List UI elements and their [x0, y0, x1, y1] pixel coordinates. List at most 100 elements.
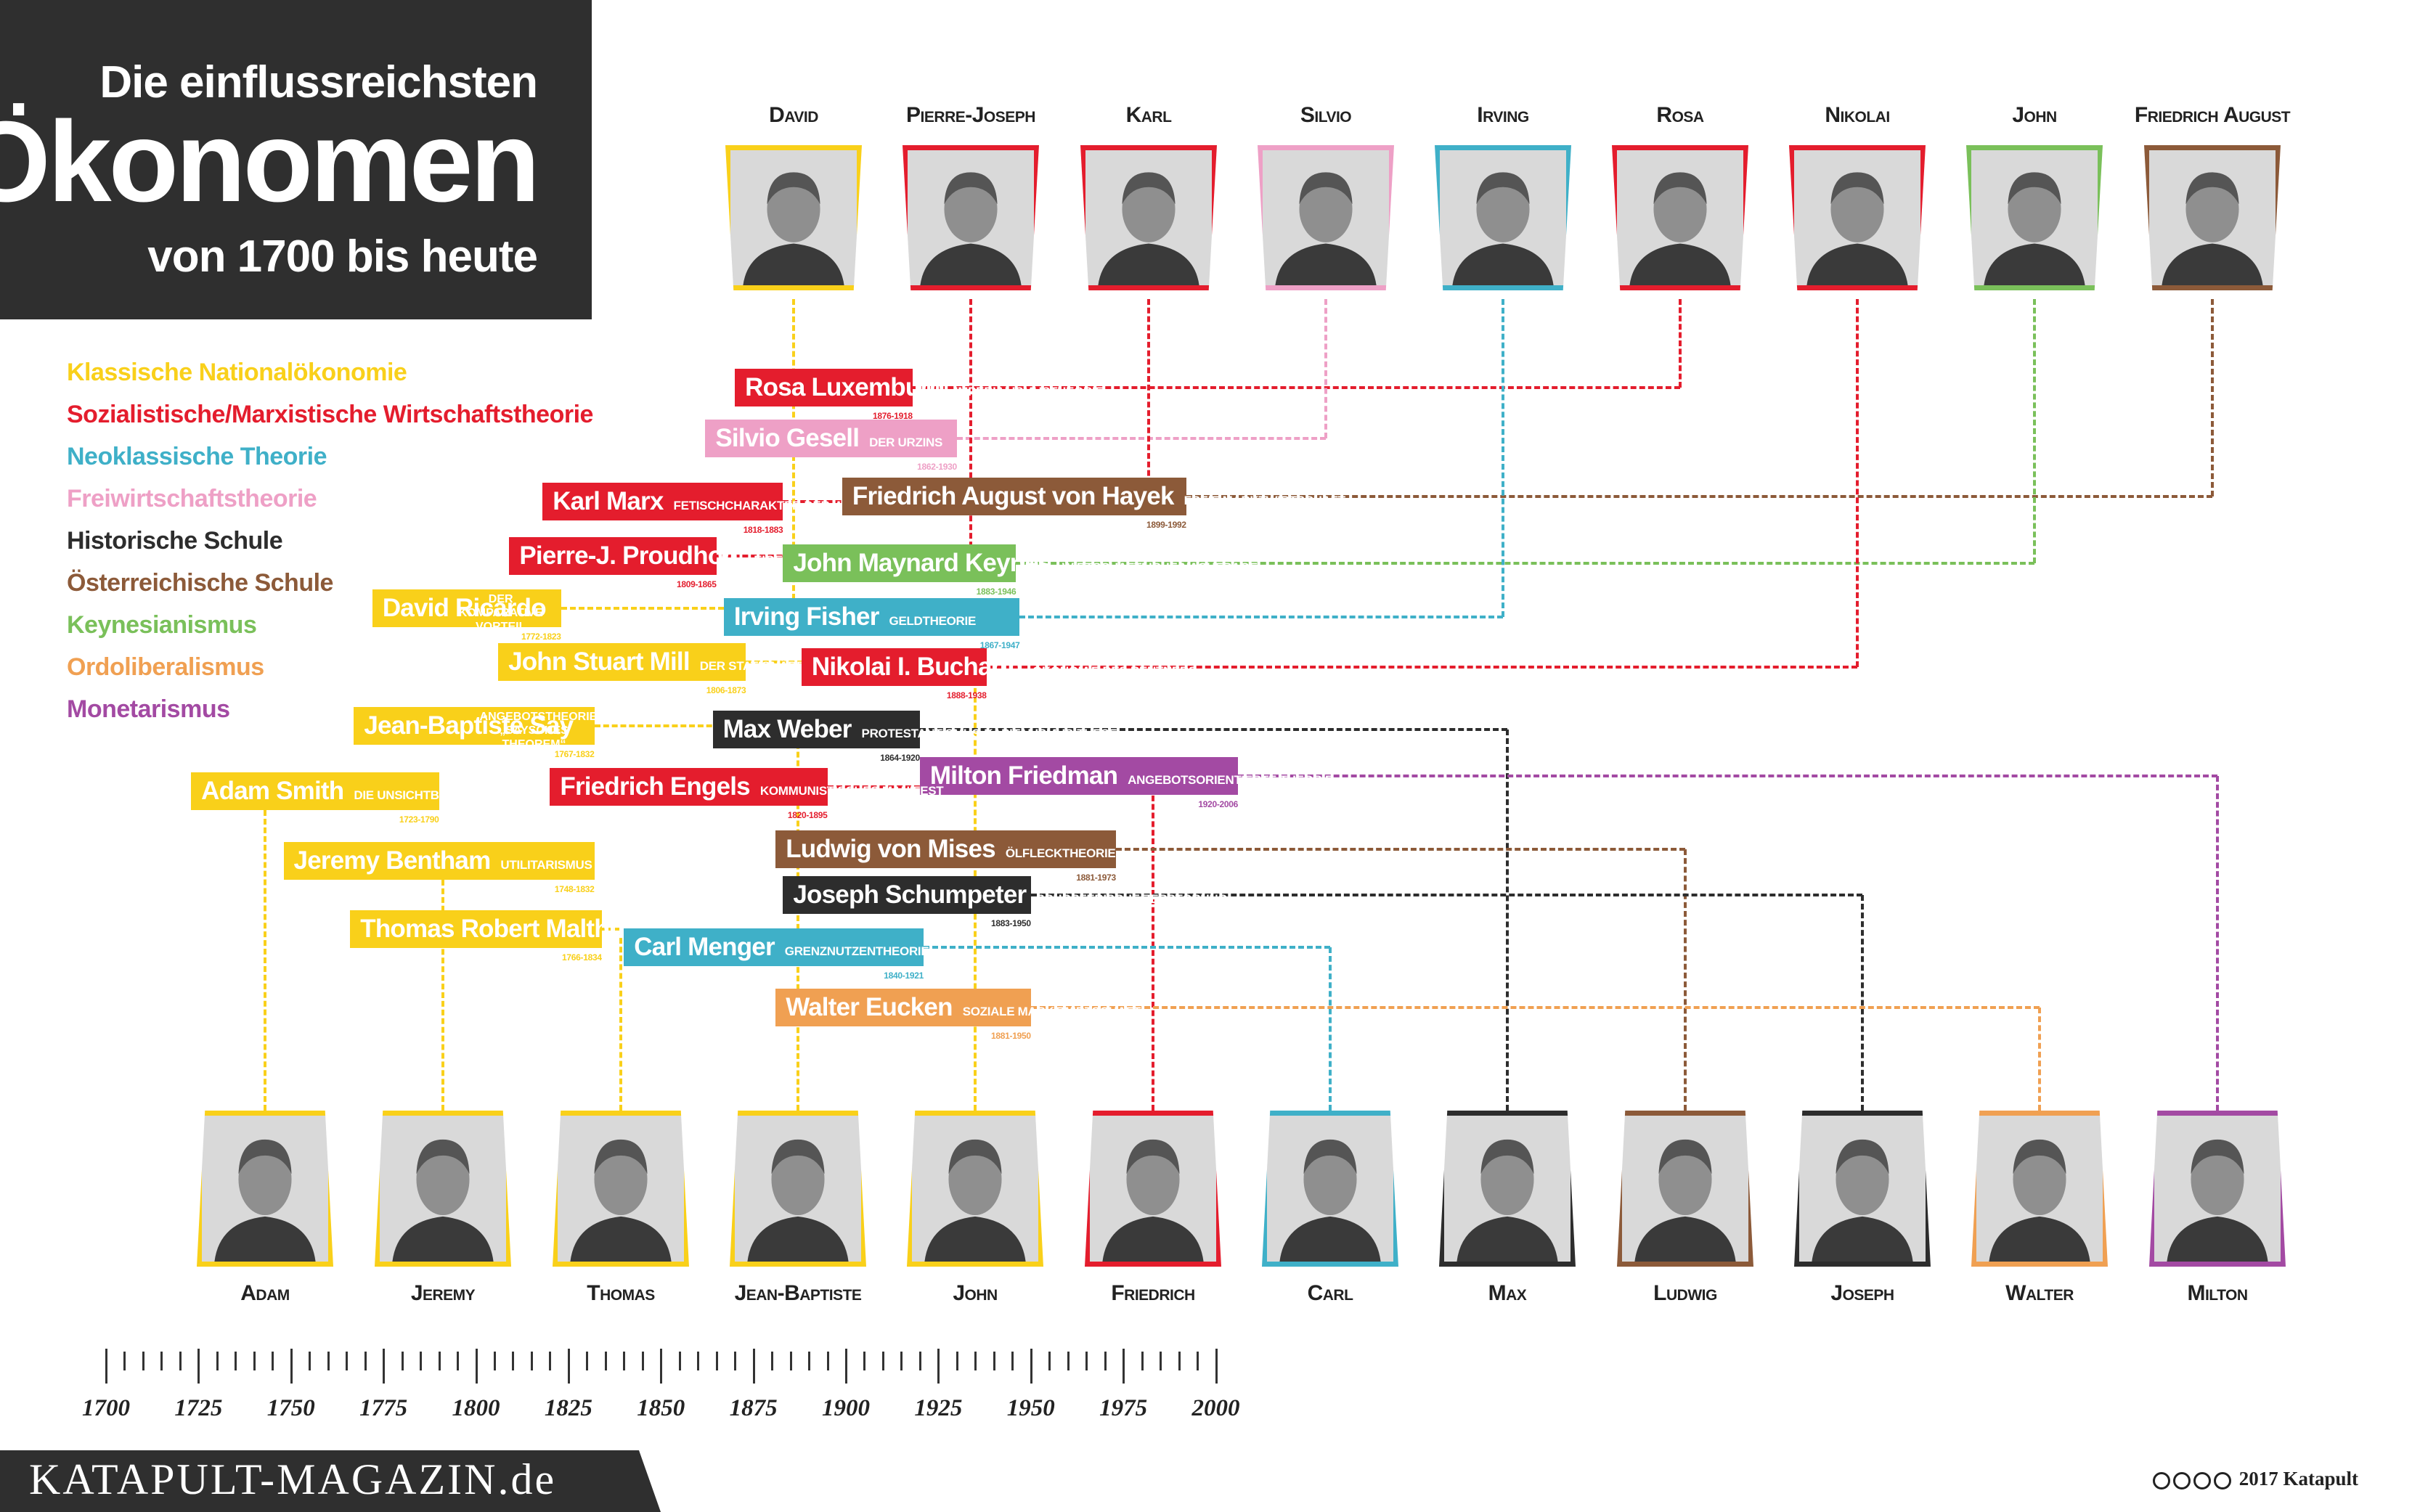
- economist-theory: Soziale Marktwirtschaft: [962, 1005, 1141, 1018]
- portrait-label-bottom: Adam: [240, 1281, 290, 1305]
- portrait-bottom[interactable]: [1262, 1111, 1398, 1267]
- economist-bar[interactable]: Milton Friedman Angebotsorientierte Theor…: [919, 757, 1333, 809]
- connector-line: [1856, 299, 1859, 667]
- axis-major-tick: [290, 1349, 293, 1384]
- economist-name: Adam Smith Die unsichtbare Hand des Markt…: [201, 777, 593, 805]
- economist-years: 1899-1992: [1146, 520, 1186, 530]
- economist-years: 1809-1865: [676, 579, 717, 589]
- portrait-bottom[interactable]: [1794, 1111, 1931, 1267]
- axis-minor-tick: [1141, 1352, 1144, 1370]
- connector-line: [1502, 299, 1504, 617]
- portrait-label-top: Irving: [1477, 103, 1529, 127]
- economist-name: David Ricardo: [382, 594, 547, 622]
- portrait-bottom[interactable]: [553, 1111, 689, 1267]
- portrait-icon: [2149, 150, 2276, 285]
- portrait-top[interactable]: [1258, 145, 1394, 290]
- economist-bar[interactable]: Carl Menger Grenznutzentheorie 1840-1921: [624, 928, 929, 981]
- portrait-top[interactable]: [903, 145, 1039, 290]
- portrait-bottom[interactable]: [730, 1111, 866, 1267]
- portrait-bottom[interactable]: [1971, 1111, 2108, 1267]
- portrait-bottom[interactable]: [197, 1111, 333, 1267]
- portrait-icon: [1976, 1116, 2103, 1262]
- connector-line: [601, 928, 621, 931]
- portrait-bottom[interactable]: [1085, 1111, 1221, 1267]
- economist-theory: Der komparative Vorteil: [458, 593, 543, 633]
- axis-tick-label: 1825: [544, 1395, 592, 1421]
- economist-bar[interactable]: Pierre-J. Proudhon„Eigentum ist Diebstah…: [509, 537, 916, 589]
- portrait-bottom[interactable]: [2149, 1111, 2286, 1267]
- economist-bar[interactable]: Rosa Luxemburg Imperialismustheorie 1876-1…: [735, 369, 1104, 421]
- economist-name: John Maynard Keynes Wirtschaftliche Nachf…: [793, 549, 1258, 577]
- economist-bar[interactable]: David Ricardo Der komparative Vorteil 1772…: [372, 589, 561, 642]
- economist-years: 1920-2006: [1198, 799, 1239, 809]
- economist-name: Irving Fisher Geldtheorie: [733, 602, 977, 631]
- axis-minor-tick: [216, 1352, 219, 1370]
- economist-bar[interactable]: Friedrich August von Hayek Freie Marktwir…: [842, 478, 1345, 530]
- axis-minor-tick: [586, 1352, 589, 1370]
- portrait-bottom[interactable]: [1439, 1111, 1576, 1267]
- axis-minor-tick: [364, 1352, 367, 1370]
- economist-bar[interactable]: Nikolai I. Bucharin Ökonomie des Rentners…: [801, 648, 1197, 700]
- axis-tick-label: 1850: [637, 1395, 685, 1421]
- legend: Klassische Nationalökonomie Sozialistisch…: [67, 351, 593, 730]
- economist-theory: Grenznutzentheorie: [784, 944, 929, 958]
- axis-major-tick: [105, 1349, 107, 1384]
- economist-theory: Ökonomie des Rentners: [1032, 664, 1197, 678]
- connector-line: [969, 299, 972, 556]
- portrait-icon: [1971, 150, 2098, 285]
- economist-bar[interactable]: Jean-Baptiste Say Angebotstheorie „Saysch…: [354, 707, 597, 759]
- portrait-label-top: Friedrich August: [2134, 103, 2291, 127]
- economist-bar[interactable]: Ludwig von Mises Ölflecktheorie 1881-1973: [775, 830, 1116, 883]
- portrait-top[interactable]: [2144, 145, 2281, 290]
- economist-bar[interactable]: John Stuart Mill Der stationäre Zustand 18…: [498, 643, 865, 695]
- connector-line: [1684, 849, 1687, 1111]
- economist-bar[interactable]: Karl Marx Fetischcharakter der Ware 1818-1…: [542, 483, 869, 535]
- portrait-label-bottom: Carl: [1307, 1281, 1353, 1305]
- axis-tick-label: 1775: [359, 1395, 408, 1421]
- connector-line: [264, 810, 266, 1111]
- economist-bar[interactable]: Max Weber Protestantismus-Kapitalismus-Th…: [712, 711, 1117, 763]
- connector-line: [986, 666, 1857, 669]
- portrait-top[interactable]: [725, 145, 862, 290]
- economist-name: Friedrich August von Hayek Freie Marktwir…: [852, 482, 1346, 510]
- title-main: Ökonomen: [0, 98, 540, 226]
- economist-years: 1881-1973: [1076, 873, 1116, 883]
- economist-bar[interactable]: Walter Eucken Soziale Marktwirtschaft 1881…: [775, 989, 1141, 1041]
- economist-theory: Der Urzins: [869, 436, 943, 449]
- copyright: 2017 Katapult: [2152, 1468, 2358, 1490]
- portrait-icon: [912, 1116, 1038, 1262]
- connector-line: [1186, 495, 2212, 498]
- connector-line: [1329, 947, 1332, 1111]
- portrait-top[interactable]: [1080, 145, 1217, 290]
- portrait-label-bottom: Ludwig: [1653, 1281, 1717, 1305]
- axis-major-tick: [475, 1349, 478, 1384]
- economist-bar[interactable]: Silvio Gesell Der Urzins 1862-1930: [705, 420, 957, 472]
- portrait-top[interactable]: [1435, 145, 1571, 290]
- economist-bar[interactable]: Irving Fisher Geldtheorie 1867-1947: [723, 598, 1020, 650]
- economist-bar[interactable]: Adam Smith Die unsichtbare Hand des Markt…: [191, 772, 593, 825]
- portrait-bottom[interactable]: [1617, 1111, 1753, 1267]
- economist-bar[interactable]: Joseph Schumpeter Schöpferische Zerstörun…: [783, 876, 1228, 928]
- axis-minor-tick: [1104, 1352, 1107, 1370]
- economist-bar[interactable]: Thomas Robert MalthusProblem der Überbev…: [350, 910, 868, 963]
- portrait-top[interactable]: [1789, 145, 1926, 290]
- portrait-top[interactable]: [1612, 145, 1748, 290]
- axis-minor-tick: [956, 1352, 958, 1370]
- portrait-label-top: David: [769, 103, 818, 127]
- portrait-label-top: Silvio: [1300, 103, 1352, 127]
- axis-minor-tick: [1067, 1352, 1070, 1370]
- economist-years: 1767-1832: [554, 749, 595, 759]
- brand-banner[interactable]: KATAPULT-MAGAZIN.de: [0, 1450, 661, 1512]
- portrait-bottom[interactable]: [375, 1111, 511, 1267]
- economist-years: 1883-1950: [991, 918, 1031, 928]
- economist-bar[interactable]: John Maynard Keynes Wirtschaftliche Nachf…: [783, 544, 1258, 597]
- portrait-label-bottom: Milton: [2187, 1281, 2248, 1305]
- portrait-top[interactable]: [1966, 145, 2103, 290]
- economist-theory: Freie Marktwirtschaft: [1183, 494, 1346, 507]
- economist-theory: Utilitarismus: [500, 858, 592, 872]
- brand-text[interactable]: KATAPULT-MAGAZIN.de: [29, 1455, 557, 1503]
- economist-name: Ludwig von Mises Ölflecktheorie: [786, 835, 1116, 863]
- portrait-bottom[interactable]: [907, 1111, 1043, 1267]
- economist-bar[interactable]: Jeremy Bentham Utilitarismus 1748-1832: [283, 842, 595, 894]
- economist-bar[interactable]: Friedrich Engels Kommunistisches Manifest…: [550, 768, 944, 820]
